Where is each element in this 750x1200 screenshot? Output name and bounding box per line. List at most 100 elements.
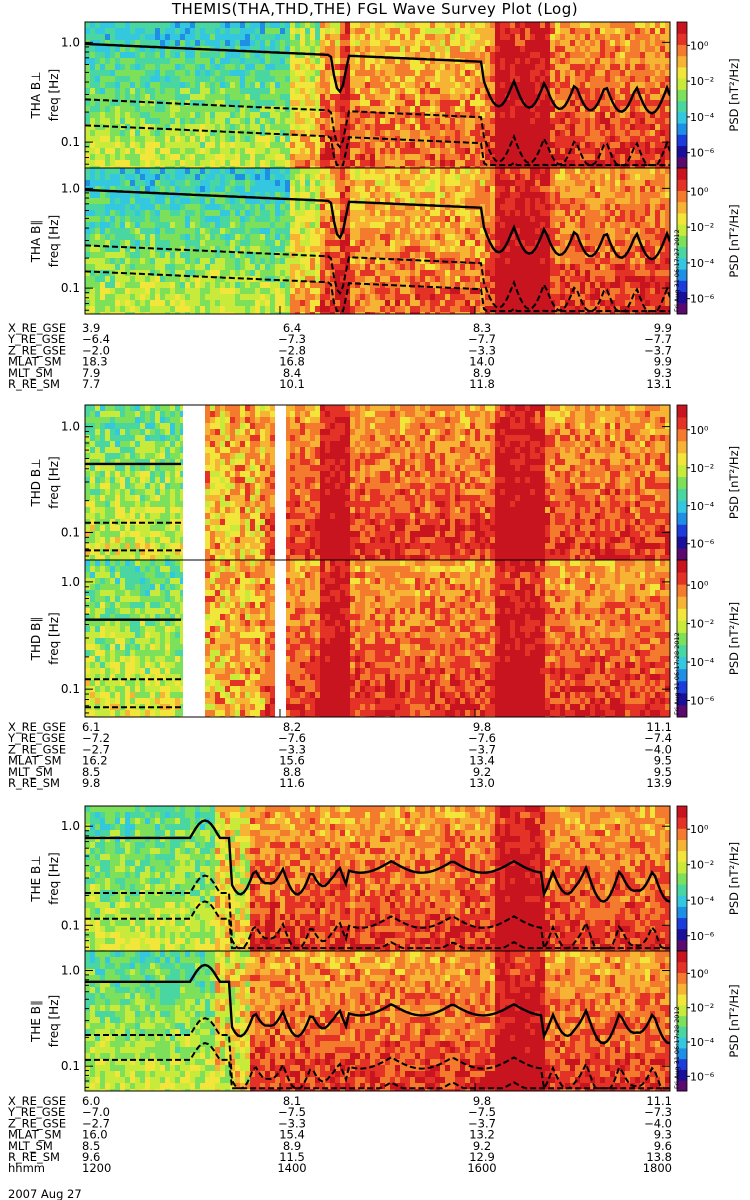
colorbar-tick-label: 10⁻⁴ <box>690 111 715 124</box>
ephemeris-label: X_RE_GSE <box>8 321 66 335</box>
frequency-curve <box>85 188 670 261</box>
colorbar-label: PSD [nT²/Hz] <box>727 984 741 1057</box>
ephemeris-value: −7.0 <box>82 1105 110 1119</box>
ephemeris-value: 8.5 <box>82 765 100 779</box>
ephemeris-value: −7.4 <box>644 731 672 745</box>
ephemeris-label: X_RE_GSE <box>8 720 66 734</box>
colorbar: 10⁰ 10⁻² 10⁻⁴ 10⁻⁶ PSD [nT²/Hz] <box>676 21 741 169</box>
ephemeris-value: −7.7 <box>644 332 672 346</box>
axis-label: freq [Hz] <box>47 215 61 267</box>
ephemeris-table-1: X_RE_GSE 3.9 6.4 8.3 9.9 Y_RE_GSE −6.4 −7.3 −7.7… <box>7 321 672 391</box>
heatmap-cells <box>85 560 670 717</box>
ephemeris-value: 9.5 <box>654 765 672 779</box>
colorbar: 10⁰ 10⁻² 10⁻⁴ 10⁻⁶ PSD [nT²/Hz] <box>676 805 741 952</box>
frequency-curve <box>85 42 670 115</box>
y-tick-label: 1.0 <box>61 420 80 434</box>
ephemeris-value: 9.9 <box>654 355 672 369</box>
ephemeris-table-2: X_RE_GSE 6.1 8.2 9.8 11.1 Y_RE_GSE −7.2 −7.6 −7.… <box>7 720 672 790</box>
colorbar-tick-label: 10⁻⁶ <box>690 930 715 943</box>
colorbar-label: PSD [nT²/Hz] <box>727 602 741 675</box>
panel-label: THD B⊥ <box>29 458 43 507</box>
ephemeris-value: 7.9 <box>82 366 100 380</box>
colorbar-tick-label: 10⁻² <box>690 859 714 872</box>
y-tick-label: 1.0 <box>61 819 80 833</box>
colorbar-tick-label: 10⁻⁶ <box>690 147 715 160</box>
ephemeris-value: −7.3 <box>278 332 306 346</box>
ephemeris-value: 9.3 <box>654 1128 672 1142</box>
colorbar-tick-label: 10⁻⁴ <box>690 656 715 669</box>
axis-label: freq [Hz] <box>47 995 61 1047</box>
ephemeris-value: 13.1 <box>646 377 672 391</box>
date-label: 2007 Aug 27 <box>8 1187 82 1200</box>
colorbar-tick-label: 10⁻⁴ <box>690 257 715 270</box>
ephemeris-value: 8.9 <box>283 1139 301 1153</box>
spectrogram-panel-5: 1.0 0.1 THE B⊥ freq [Hz] 10⁰ 10⁻² 10⁻⁴ 10⁻⁶ PSD … <box>29 805 741 952</box>
ephemeris-value: 11.6 <box>279 776 305 790</box>
colorbar: 10⁰ 10⁻² 10⁻⁴ 10⁻⁶ PSD [nT²/Hz] <box>676 559 741 718</box>
ephemeris-value: 16.2 <box>82 754 108 768</box>
ephemeris-value: 15.6 <box>279 754 305 768</box>
colorbar-label: PSD [nT²/Hz] <box>727 446 741 519</box>
colorbar-tick-label: 10⁰ <box>690 424 709 437</box>
ephemeris-value: −2.8 <box>278 343 306 357</box>
heatmap-cells <box>85 951 670 1091</box>
heatmap-cells <box>85 806 670 951</box>
ephemeris-value: 8.3 <box>473 321 491 335</box>
ephemeris-value: 1600 <box>467 1161 496 1175</box>
ephemeris-value: 11.1 <box>646 1094 672 1108</box>
y-tick-label: 0.1 <box>61 526 80 540</box>
ephemeris-value: 1800 <box>643 1161 672 1175</box>
spectrogram-panel-1: 1.0 0.1 THA B⊥ freq [Hz] 10⁰ 10⁻² 10⁻⁴ 10⁻⁶ PSD … <box>29 21 741 169</box>
frequency-curve <box>85 244 670 313</box>
colorbar: 10⁰ 10⁻² 10⁻⁴ 10⁻⁶ PSD [nT²/Hz] <box>676 404 741 561</box>
timestamp-stamp: Fri Aug 31 06:17:27 2012 <box>673 229 681 312</box>
colorbar-tick-label: 10⁰ <box>690 185 709 198</box>
ephemeris-value: 1400 <box>277 1161 306 1175</box>
y-tick-label: 1.0 <box>61 964 80 978</box>
ephemeris-value: 8.9 <box>473 366 491 380</box>
ephemeris-label: Z_RE_GSE <box>8 343 66 357</box>
panel-label: THE B⊥ <box>29 855 43 902</box>
ephemeris-value: 11.1 <box>646 720 672 734</box>
colorbar-label: PSD [nT²/Hz] <box>727 204 741 277</box>
ephemeris-value: 9.6 <box>654 1139 672 1153</box>
ephemeris-label: MLT_SM <box>8 765 53 779</box>
ephemeris-value: 9.6 <box>82 1150 100 1164</box>
spectrogram-panel-4: 1.0 0.1 THD B∥ freq [Hz] 10⁰ 10⁻² 10⁻⁴ 10⁻⁶ PSD … <box>29 559 741 718</box>
ephemeris-value: −7.5 <box>278 1105 306 1119</box>
ephemeris-value: −2.7 <box>82 1116 110 1130</box>
ephemeris-value: −3.3 <box>278 742 306 756</box>
ephemeris-value: 11.8 <box>469 377 495 391</box>
ephemeris-value: 16.0 <box>82 1128 108 1142</box>
colorbar-tick-label: 10⁻² <box>690 221 714 234</box>
colorbar-tick-label: 10⁻⁶ <box>690 695 715 708</box>
ephemeris-value: 8.8 <box>283 765 301 779</box>
y-tick-label: 0.1 <box>61 918 80 932</box>
colorbar-tick-label: 10⁰ <box>690 579 709 592</box>
ephemeris-value: 1200 <box>82 1161 111 1175</box>
ephemeris-value: −3.7 <box>468 742 496 756</box>
panel-label: THA B⊥ <box>29 71 43 119</box>
y-tick-label: 1.0 <box>61 575 80 589</box>
ephemeris-value: −3.3 <box>278 1116 306 1130</box>
ephemeris-value: −3.7 <box>644 343 672 357</box>
ephemeris-value: 9.5 <box>654 754 672 768</box>
colorbar-tick-label: 10⁻² <box>690 462 714 475</box>
colorbar-label: PSD [nT²/Hz] <box>727 58 741 131</box>
ephemeris-label: Y_RE_GSE <box>7 332 65 346</box>
ephemeris-value: −7.3 <box>644 1105 672 1119</box>
colorbar-tick-label: 10⁻² <box>690 618 714 631</box>
colorbar: 10⁰ 10⁻² 10⁻⁴ 10⁻⁶ PSD [nT²/Hz] <box>676 167 741 315</box>
ephemeris-value: 9.8 <box>82 776 100 790</box>
ephemeris-label: MLAT_SM <box>8 754 62 768</box>
ephemeris-value: 3.9 <box>82 321 100 335</box>
colorbar-label: PSD [nT²/Hz] <box>727 842 741 915</box>
y-tick-label: 0.1 <box>61 1059 80 1073</box>
y-tick-label: 1.0 <box>61 181 80 195</box>
timestamp-stamp: Fri Aug 31 06:17:28 2012 <box>673 1006 681 1089</box>
colorbar-tick-label: 10⁻² <box>690 75 714 88</box>
ephemeris-value: −2.0 <box>82 343 110 357</box>
ephemeris-value: 7.7 <box>82 377 100 391</box>
ephemeris-table-3: X_RE_GSE 6.0 8.1 9.8 11.1 Y_RE_GSE −7.0 −7.5 −7.… <box>7 1094 672 1175</box>
ephemeris-label: MLT_SM <box>8 1139 53 1153</box>
